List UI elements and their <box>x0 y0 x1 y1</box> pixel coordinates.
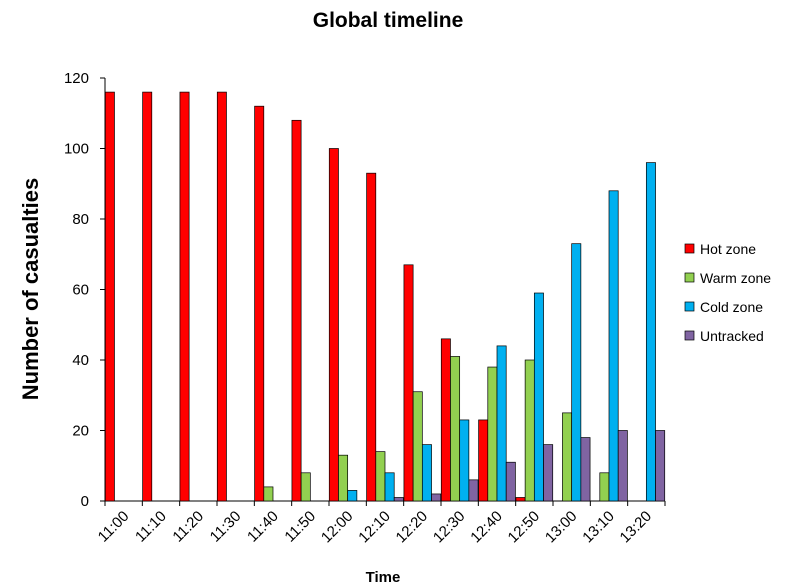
bar <box>328 148 339 502</box>
x-tick-label: 11:10 <box>132 508 170 546</box>
chart-title: Global timeline <box>313 9 464 32</box>
bar <box>562 412 573 502</box>
bar <box>142 91 153 502</box>
y-tick-label: 40 <box>72 352 89 369</box>
x-tick-label: 11:20 <box>169 508 207 546</box>
x-tick-label: 11:50 <box>281 508 319 546</box>
bar <box>599 472 610 502</box>
x-tick-label: 12:20 <box>393 508 432 547</box>
bar <box>617 430 628 502</box>
bar <box>543 444 554 502</box>
bar <box>533 292 544 502</box>
legend-swatch <box>684 243 695 254</box>
bar <box>291 119 302 502</box>
bar <box>468 479 479 502</box>
x-tick-label: 13:20 <box>617 508 656 547</box>
x-axis-label: Time <box>366 569 401 586</box>
y-tick-label: 100 <box>64 141 89 158</box>
y-tick-label: 20 <box>72 423 89 440</box>
bar <box>347 490 358 502</box>
bar <box>459 419 470 502</box>
x-tick-label: 11:30 <box>207 508 245 546</box>
bar <box>478 419 489 502</box>
x-tick-label: 13:10 <box>579 508 618 547</box>
x-tick-label: 13:00 <box>542 508 581 547</box>
x-tick-label: 12:30 <box>430 508 469 547</box>
bar <box>254 105 265 502</box>
bar <box>450 356 461 502</box>
bar <box>645 162 656 502</box>
bar <box>440 338 451 502</box>
legend-label: Cold zone <box>700 299 763 315</box>
bar <box>431 493 442 502</box>
bar <box>505 461 516 502</box>
x-tick-label: 12:10 <box>355 508 394 547</box>
bar <box>216 91 227 502</box>
x-tick-label: 11:40 <box>244 508 282 546</box>
bar <box>179 91 190 502</box>
x-tick-label: 11:00 <box>95 508 133 546</box>
x-tick-label: 12:00 <box>318 508 357 547</box>
bar <box>403 264 414 502</box>
bar <box>580 437 591 502</box>
legend-swatch <box>684 301 695 312</box>
legend-swatch <box>684 272 695 283</box>
legend: Hot zone Warm zone Cold zone Untracked <box>684 241 771 344</box>
bar <box>487 366 498 502</box>
bar <box>300 472 311 502</box>
legend-label: Warm zone <box>700 270 771 286</box>
y-tick-label: 0 <box>81 493 89 510</box>
y-tick-label: 80 <box>72 211 89 228</box>
plot-area: 0 20 40 60 80 100 120 11:00 11:10 11:20 11:30 11:40… <box>64 70 666 547</box>
bar <box>338 454 349 502</box>
bar <box>571 243 582 502</box>
bar <box>263 486 274 502</box>
bar <box>608 190 619 502</box>
legend-label: Untracked <box>700 328 764 344</box>
y-tick-label: 120 <box>64 70 89 87</box>
bar <box>384 472 395 502</box>
bar <box>393 497 404 502</box>
bar <box>655 430 666 502</box>
legend-label: Hot zone <box>700 241 756 257</box>
bar <box>496 345 507 502</box>
x-tick-label: 12:50 <box>505 508 544 547</box>
y-tick-label: 60 <box>72 282 89 299</box>
bar <box>412 391 423 502</box>
bar <box>366 172 377 502</box>
legend-swatch <box>684 330 695 341</box>
bar <box>421 444 432 502</box>
bar <box>524 359 535 502</box>
bar <box>375 451 386 502</box>
bar <box>515 497 526 502</box>
bar <box>104 91 115 502</box>
x-tick-label: 12:40 <box>467 508 506 547</box>
y-axis-label: Number of casualties <box>18 178 43 401</box>
